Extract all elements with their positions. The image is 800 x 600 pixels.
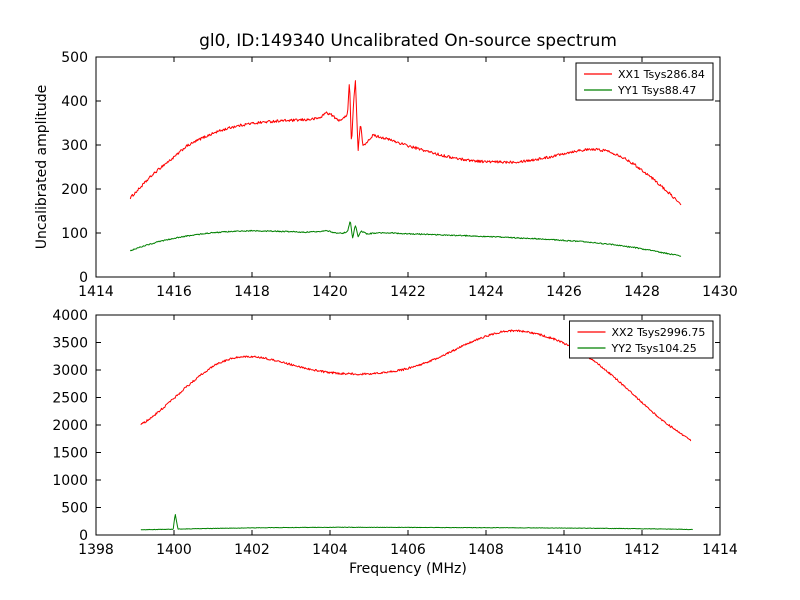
x-tick-label: 1402 bbox=[234, 542, 270, 558]
x-tick-label: 1420 bbox=[312, 284, 348, 300]
x-tick-label: 1414 bbox=[78, 284, 114, 300]
y-tick-label: 2000 bbox=[52, 418, 88, 434]
legend-label: YY2 Tsys104.25 bbox=[611, 342, 697, 355]
x-tick-label: 1426 bbox=[546, 284, 582, 300]
y-axis-label: Uncalibrated amplitude bbox=[34, 85, 50, 250]
y-tick-label: 300 bbox=[61, 138, 88, 154]
y-tick-label: 4000 bbox=[52, 308, 88, 324]
y-tick-label: 500 bbox=[61, 501, 88, 517]
axes-frame bbox=[95, 56, 721, 278]
y-tick-label: 0 bbox=[79, 270, 88, 286]
x-tick-label: 1416 bbox=[156, 284, 192, 300]
series-line-xx1 bbox=[129, 80, 682, 206]
legend-label: XX1 Tsys286.84 bbox=[618, 68, 705, 81]
x-tick-label: 1414 bbox=[702, 542, 738, 558]
y-tick-label: 400 bbox=[61, 94, 88, 110]
x-axis-label: Frequency (MHz) bbox=[349, 561, 467, 577]
x-tick-label: 1400 bbox=[156, 542, 192, 558]
axes-frame bbox=[95, 314, 721, 536]
x-tick-label: 1424 bbox=[468, 284, 504, 300]
x-tick-label: 1422 bbox=[390, 284, 426, 300]
legend: XX1 Tsys286.84 YY1 Tsys88.47 bbox=[575, 62, 714, 101]
legend: XX2 Tsys2996.75 YY2 Tsys104.25 bbox=[569, 320, 714, 359]
y-tick-label: 1000 bbox=[52, 473, 88, 489]
y-tick-label: 200 bbox=[61, 182, 88, 198]
legend-label: YY1 Tsys88.47 bbox=[617, 84, 696, 97]
x-tick-label: 1412 bbox=[624, 542, 660, 558]
legend-box bbox=[569, 320, 714, 359]
series-line-yy2 bbox=[140, 514, 693, 531]
y-tick-label: 2500 bbox=[52, 391, 88, 407]
x-tick-label: 1398 bbox=[78, 542, 114, 558]
series-line-xx2 bbox=[140, 329, 692, 442]
legend-box bbox=[575, 62, 714, 101]
x-tick-label: 1430 bbox=[702, 284, 738, 300]
y-tick-label: 1500 bbox=[52, 446, 88, 462]
series-line-yy1 bbox=[129, 221, 682, 257]
x-tick-label: 1406 bbox=[390, 542, 426, 558]
x-tick-label: 1428 bbox=[624, 284, 660, 300]
x-tick-label: 1404 bbox=[312, 542, 348, 558]
y-tick-label: 3000 bbox=[52, 363, 88, 379]
y-tick-label: 500 bbox=[61, 50, 88, 66]
legend-label: XX2 Tsys2996.75 bbox=[612, 326, 706, 339]
y-tick-label: 0 bbox=[79, 528, 88, 544]
y-tick-label: 100 bbox=[61, 226, 88, 242]
x-tick-label: 1410 bbox=[546, 542, 582, 558]
subplot-top: 1414 1416 1418 1420 1422 1424 1426 1428 1430 0 100… bbox=[34, 31, 738, 300]
x-tick-label: 1408 bbox=[468, 542, 504, 558]
y-tick-label: 3500 bbox=[52, 336, 88, 352]
subplot-bottom: 1398 1400 1402 1404 1406 1408 1410 1412 1414 0 500… bbox=[52, 308, 738, 577]
x-tick-label: 1418 bbox=[234, 284, 270, 300]
chart-title: gl0, ID:149340 Uncalibrated On-source sp… bbox=[199, 31, 617, 51]
